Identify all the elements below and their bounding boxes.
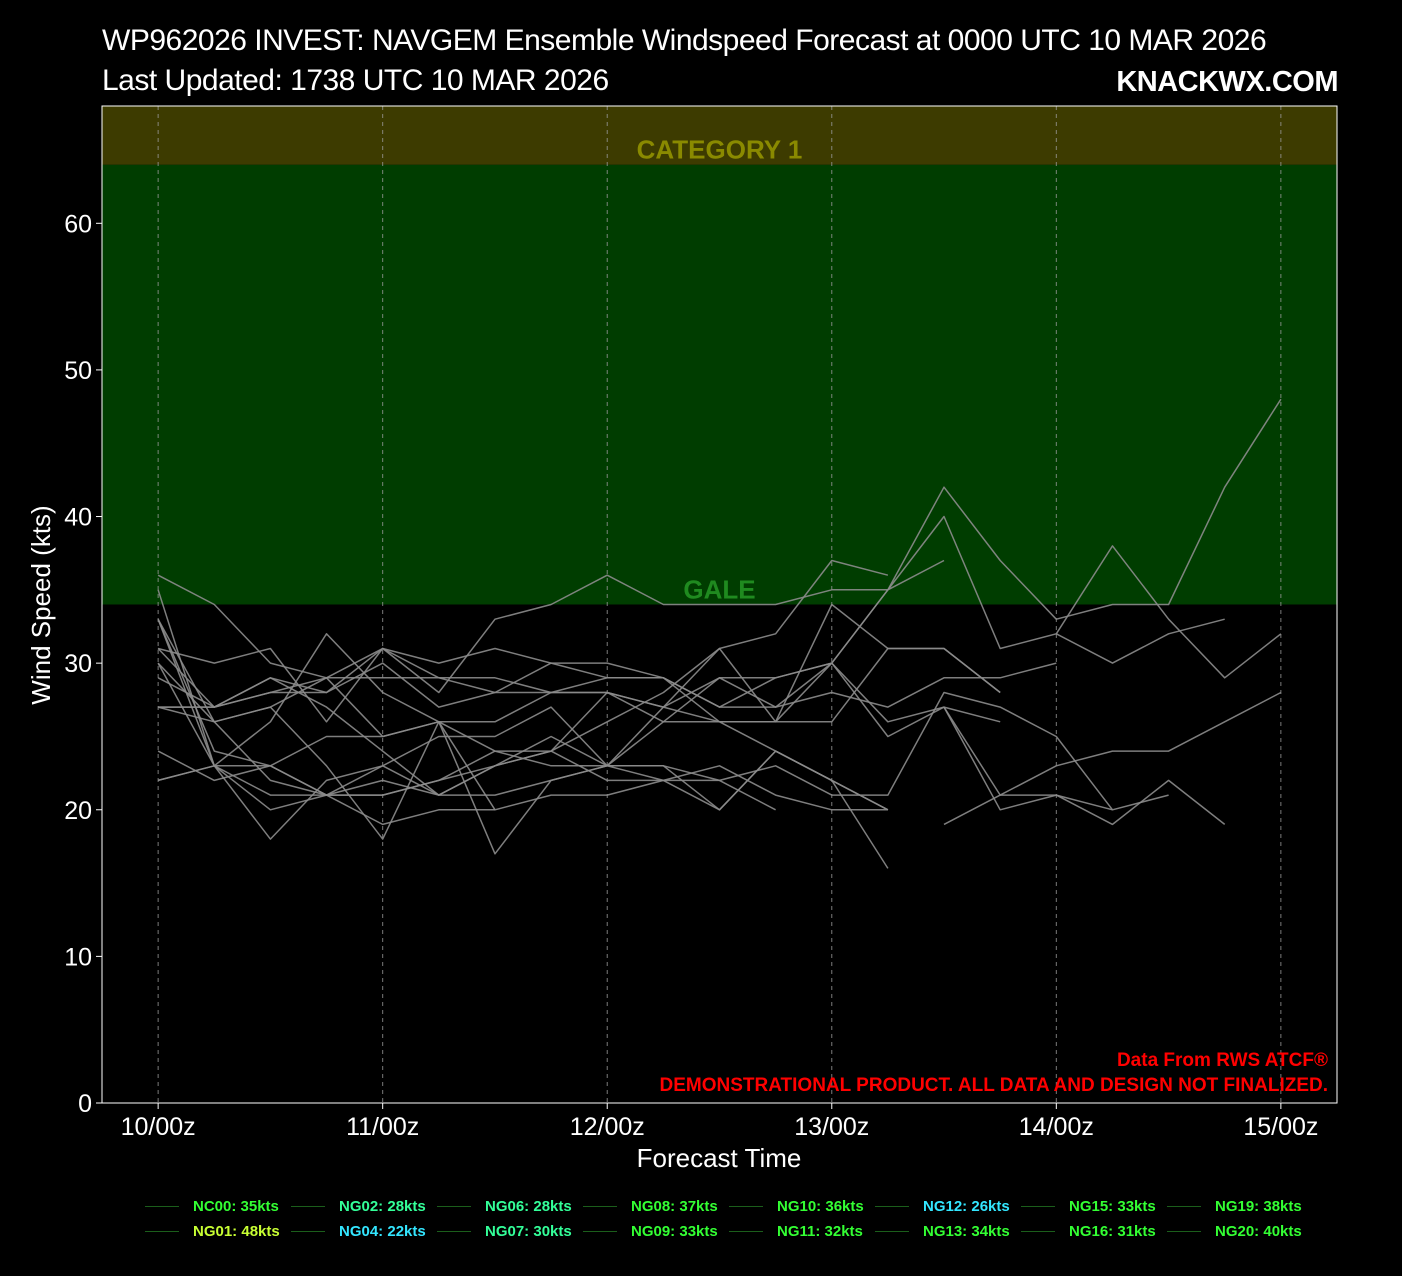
legend-line-swatch [1021,1230,1055,1232]
legend-label: NG11: 32kts [777,1222,863,1240]
legend-line-swatch [1167,1230,1201,1232]
y-tick-label: 30 [64,650,92,678]
legend-entry: NG20: 40kts [1167,1219,1302,1243]
legend-line-swatch [145,1230,179,1232]
legend-label: NG02: 28kts [339,1197,426,1215]
legend-line-swatch [583,1230,617,1232]
legend-entry: NG01: 48kts [145,1219,280,1243]
legend-label: NG19: 38kts [1215,1197,1302,1215]
legend-entry: NG13: 34kts [875,1219,1010,1243]
legend-entry: NG07: 30kts [437,1219,572,1243]
legend-entry: NG19: 38kts [1167,1194,1302,1218]
x-axis-label: Forecast Time [637,1143,802,1173]
chart-title: WP962026 INVEST: NAVGEM Ensemble Windspe… [102,24,1267,57]
ensemble-member-line [157,691,1169,855]
y-axis-label: Wind Speed (kts) [26,505,56,704]
ensemble-member-line [157,603,1001,811]
brand-logo-text: KNACKWX.COM [1116,66,1338,98]
legend-label: NG10: 36kts [777,1197,864,1215]
legend-entry: NG09: 33kts [583,1219,718,1243]
legend-entry: NG12: 26kts [875,1194,1010,1218]
ensemble-member-line [158,515,1225,708]
legend-line-swatch [875,1230,909,1232]
x-tick-label: 10/00z [121,1113,196,1141]
legend-entry: NG02: 28kts [291,1194,426,1218]
ensemble-lines [157,398,1282,869]
ensemble-member-line [943,706,1113,811]
legend-line-swatch [291,1230,325,1232]
legend-entry: NG06: 28kts [437,1194,572,1218]
ensemble-member-line [157,647,1001,723]
legend-line-swatch [291,1205,325,1207]
x-axis: 10/00z 11/00z 12/00z 13/00z 14/00z 15/00z [121,1103,1318,1141]
threshold-bands [102,106,1337,605]
legend-line-swatch [437,1205,471,1207]
legend-line-swatch [1021,1205,1055,1207]
legend-label: NG09: 33kts [631,1222,718,1240]
legend-line-swatch [583,1205,617,1207]
legend-line-swatch [437,1230,471,1232]
legend-entry: NG04: 22kts [291,1219,426,1243]
legend-label: NG06: 28kts [485,1197,572,1215]
legend-entry: NG08: 37kts [583,1194,718,1218]
x-tick-label: 13/00z [794,1113,869,1141]
ensemble-member-line [157,735,889,811]
y-tick-label: 10 [64,943,92,971]
y-tick-label: 40 [64,504,92,532]
ensemble-member-line [1055,545,1282,679]
ensemble-member-line [157,662,495,826]
ensemble-member-line [943,691,1282,826]
legend-line-swatch [729,1230,763,1232]
ensemble-member-line [157,677,889,869]
legend-label: NG04: 22kts [339,1222,426,1240]
threshold-band-category-1 [102,106,1337,165]
legend-label: NC00: 35kts [193,1197,279,1215]
legend-label: NG20: 40kts [1215,1222,1302,1240]
legend-label: NG12: 26kts [923,1197,1010,1215]
legend-line-swatch [1167,1205,1201,1207]
ensemble-member-line [157,647,1226,826]
legend-label: NG15: 33kts [1069,1197,1156,1215]
ensemble-member-line [157,662,776,811]
ensemble-member-line [158,677,889,811]
legend-label: NG08: 37kts [631,1197,718,1215]
legend-label: NG16: 31kts [1069,1222,1156,1240]
x-tick-label: 11/00z [346,1113,419,1141]
legend-entry: NG10: 36kts [729,1194,864,1218]
threshold-labels: GALE CATEGORY 1 [637,135,803,605]
disclaimer-note: DEMONSTRATIONAL PRODUCT. ALL DATA AND DE… [660,1075,1329,1096]
legend-label: NG07: 30kts [485,1222,572,1240]
y-tick-label: 0 [78,1090,92,1118]
data-source-note: Data From RWS ATCF® [1117,1050,1328,1071]
threshold-band-gale [102,164,1337,605]
legend-line-swatch [729,1205,763,1207]
ensemble-member-line [157,618,888,811]
legend-line-swatch [145,1205,179,1207]
y-tick-label: 60 [64,210,92,238]
y-tick-label: 50 [64,357,92,385]
legend-label: NG13: 34kts [923,1222,1010,1240]
x-tick-label: 15/00z [1243,1113,1318,1141]
legend: NC00: 35kts NG01: 48kts NG02: 28kts NG04: 2… [145,1194,1325,1244]
threshold-label-gale: GALE [683,575,755,605]
legend-line-swatch [875,1205,909,1207]
chart-subtitle: Last Updated: 1738 UTC 10 MAR 2026 [102,64,609,97]
x-tick-label: 12/00z [570,1113,645,1141]
legend-entry: NC00: 35kts [145,1194,279,1218]
y-tick-label: 20 [64,797,92,825]
legend-entry: NG15: 33kts [1021,1194,1156,1218]
x-tick-label: 14/00z [1019,1113,1094,1141]
threshold-label-category-1: CATEGORY 1 [637,135,803,165]
legend-entry: NG16: 31kts [1021,1219,1156,1243]
legend-label: NG01: 48kts [193,1222,280,1240]
y-axis: 0 10 20 30 40 50 60 [64,210,102,1118]
plot-frame [101,105,1338,1104]
legend-entry: NG11: 32kts [729,1219,863,1243]
